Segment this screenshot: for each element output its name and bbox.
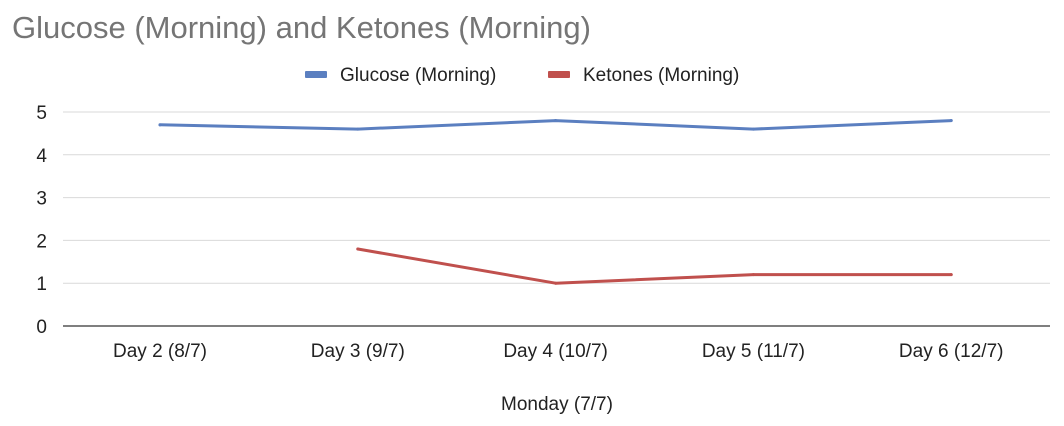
x-axis-title: Monday (7/7) xyxy=(501,394,613,415)
data-point xyxy=(554,281,558,285)
legend-swatch xyxy=(548,71,570,78)
y-tick-label: 0 xyxy=(36,317,47,338)
legend-label: Ketones (Morning) xyxy=(583,65,739,86)
series-lines xyxy=(158,119,953,285)
x-tick-label: Day 6 (12/7) xyxy=(899,341,1004,362)
data-point xyxy=(949,273,953,277)
data-point xyxy=(356,247,360,251)
chart-title: Glucose (Morning) and Ketones (Morning) xyxy=(12,10,591,45)
x-tick-label: Day 4 (10/7) xyxy=(503,341,608,362)
legend-swatch xyxy=(305,71,327,78)
y-tick-label: 2 xyxy=(36,231,47,252)
x-tick-label: Day 3 (9/7) xyxy=(311,341,405,362)
data-point xyxy=(751,273,755,277)
x-tick-label: Day 5 (11/7) xyxy=(702,341,805,362)
y-tick-label: 5 xyxy=(36,103,47,124)
gridlines xyxy=(63,111,1050,284)
legend: Glucose (Morning) Ketones (Morning) xyxy=(305,65,739,86)
data-point xyxy=(751,127,755,131)
y-tick-label: 4 xyxy=(36,146,47,167)
data-point xyxy=(554,119,558,123)
series-line xyxy=(356,247,953,285)
data-point xyxy=(356,127,360,131)
x-tick-label: Day 2 (8/7) xyxy=(113,341,207,362)
y-tick-label: 1 xyxy=(36,274,47,295)
data-point xyxy=(949,119,953,123)
y-tick-label: 3 xyxy=(36,189,47,210)
tick-labels: 0 1 2 3 4 5 Day 2 (8/7) Day 3 (9/7) Day 4 (10/7)… xyxy=(36,103,1003,415)
legend-label: Glucose (Morning) xyxy=(340,65,496,86)
data-point xyxy=(158,123,162,127)
